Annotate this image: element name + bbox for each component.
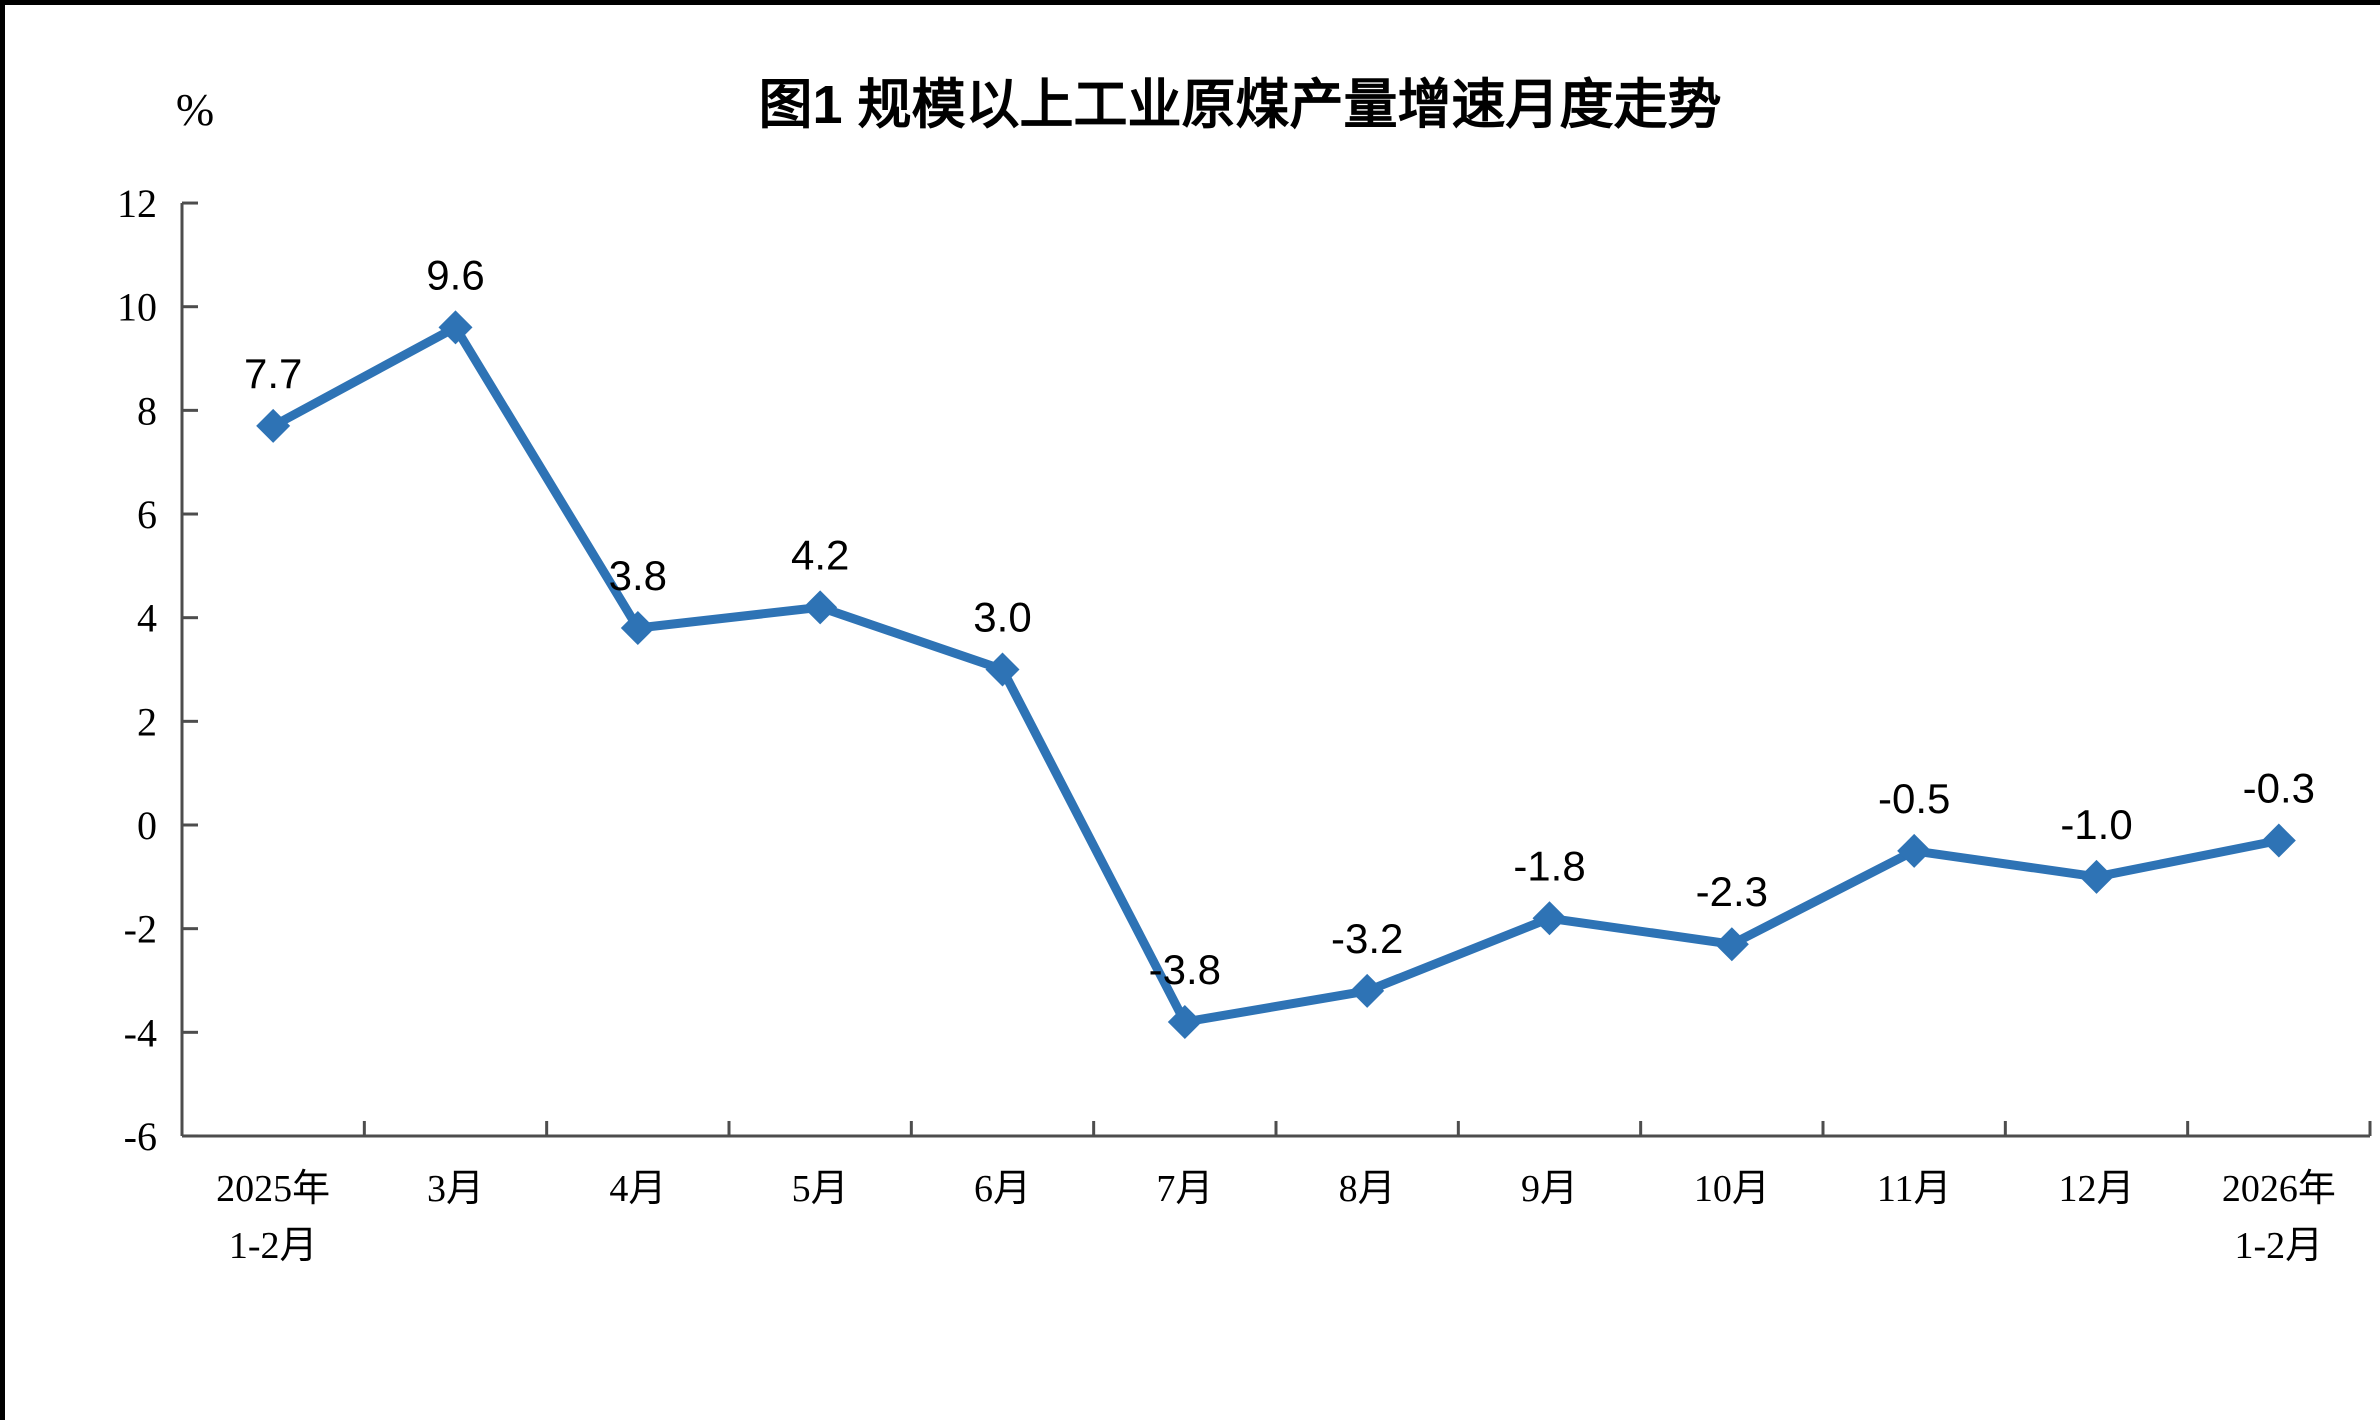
y-tick-label: 6 xyxy=(137,492,157,537)
data-point-marker xyxy=(1532,901,1567,936)
data-point-label: -3.2 xyxy=(1331,915,1403,962)
y-axis-unit-label: % xyxy=(176,84,214,135)
coal-output-growth-line-chart: 图1 规模以上工业原煤产量增速月度走势 % 12 10 8 6 4 2 0 -2 -4 -6 202… xyxy=(117,75,2372,1267)
x-category-label: 8月 xyxy=(1339,1168,1396,1210)
data-point-marker xyxy=(2261,823,2296,858)
y-tick-label: 0 xyxy=(137,803,157,848)
x-category-label: 1-2月 xyxy=(229,1225,318,1267)
data-point-marker xyxy=(2079,859,2114,894)
labels-group: 12 10 8 6 4 2 0 -2 -4 -6 2025年 1-2月 3月 4月 5月 6月 7月 8月 9月 10… xyxy=(117,181,2336,1267)
data-point-marker xyxy=(1897,833,1932,868)
series-group xyxy=(256,310,2296,1039)
data-point-label: -0.5 xyxy=(1878,775,1950,822)
data-point-marker xyxy=(1714,927,1749,962)
axes-group xyxy=(180,201,2372,1138)
y-tick-label: -4 xyxy=(124,1010,157,1055)
x-category-label: 10月 xyxy=(1694,1168,1770,1210)
y-tick-label: -6 xyxy=(124,1114,157,1159)
y-tick-label: -2 xyxy=(124,907,157,952)
x-category-label: 9月 xyxy=(1521,1168,1578,1210)
x-category-label: 3月 xyxy=(427,1168,484,1210)
x-category-label: 11月 xyxy=(1877,1168,1952,1210)
x-category-label: 4月 xyxy=(609,1168,666,1210)
data-point-label: 3.0 xyxy=(973,594,1031,641)
data-point-marker xyxy=(803,590,838,625)
data-point-label: -1.0 xyxy=(2060,801,2132,848)
x-category-label: 1-2月 xyxy=(2235,1225,2324,1267)
data-point-label: 9.6 xyxy=(426,251,484,298)
data-point-marker xyxy=(256,408,291,443)
y-tick-label: 4 xyxy=(137,596,157,641)
x-category-label: 2025年 xyxy=(216,1168,330,1210)
x-category-label: 7月 xyxy=(1156,1168,1213,1210)
data-point-label: -3.8 xyxy=(1149,946,1221,993)
chart-title: 图1 规模以上工业原煤产量增速月度走势 xyxy=(758,75,1721,135)
data-point-marker xyxy=(620,611,655,646)
trend-line xyxy=(268,322,2284,1027)
x-category-label: 5月 xyxy=(792,1168,849,1210)
y-tick-label: 8 xyxy=(137,388,157,433)
x-category-label: 2026年 xyxy=(2222,1168,2336,1210)
y-tick-label: 10 xyxy=(117,285,157,330)
data-point-marker xyxy=(1350,973,1385,1008)
data-point-label: 3.8 xyxy=(609,552,667,599)
data-point-marker xyxy=(985,652,1020,687)
y-tick-label: 2 xyxy=(137,699,157,744)
data-point-label: -0.3 xyxy=(2243,765,2315,812)
data-point-label: -1.8 xyxy=(1513,842,1585,889)
data-point-label: -2.3 xyxy=(1696,868,1768,915)
data-point-marker xyxy=(1167,1004,1202,1039)
x-category-label: 12月 xyxy=(2058,1168,2134,1210)
data-point-label: 4.2 xyxy=(791,531,849,578)
x-category-label: 6月 xyxy=(974,1168,1031,1210)
y-tick-label: 12 xyxy=(117,181,157,226)
data-point-marker xyxy=(438,310,473,345)
data-point-label: 7.7 xyxy=(244,350,302,397)
